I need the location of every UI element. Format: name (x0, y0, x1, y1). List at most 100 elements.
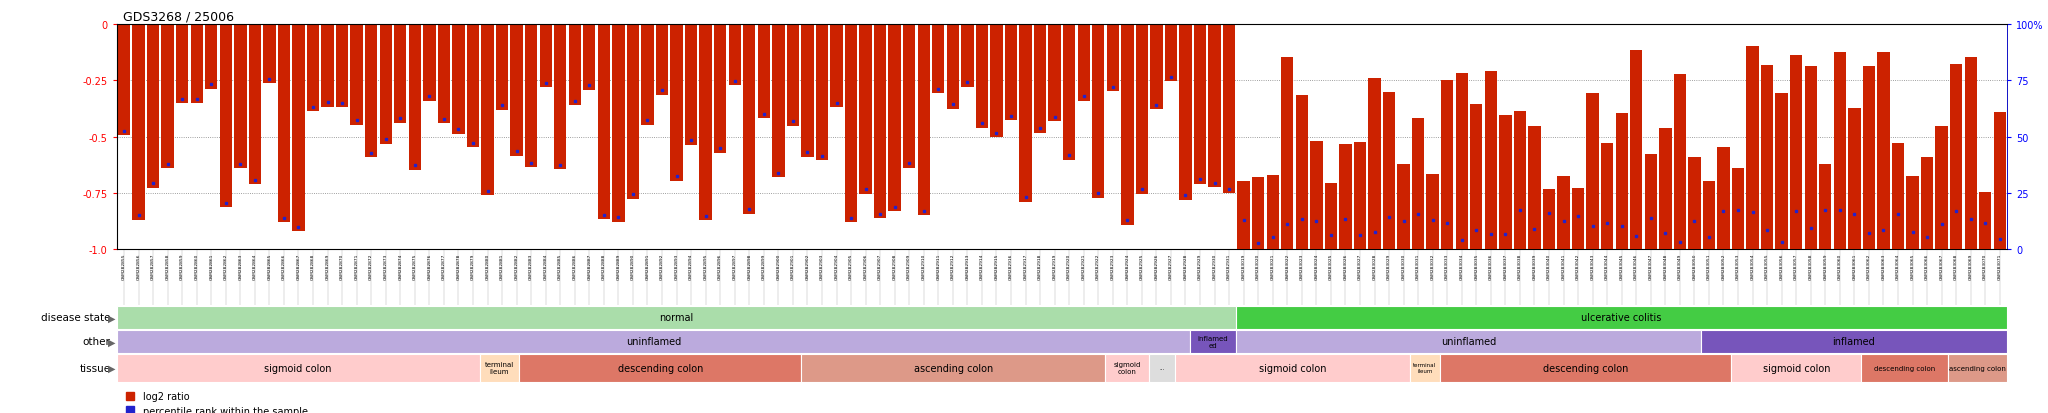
Text: GSM282869: GSM282869 (326, 253, 330, 279)
Bar (1688, 157, 1700, 250)
Text: ▶: ▶ (109, 337, 115, 347)
Text: GSM282888: GSM282888 (602, 253, 606, 279)
Text: GSM282897: GSM282897 (733, 253, 737, 279)
Text: GSM283036: GSM283036 (1489, 253, 1493, 279)
Text: GSM283055: GSM283055 (1765, 253, 1769, 279)
Text: GSM282902: GSM282902 (805, 253, 809, 279)
Text: disease state: disease state (41, 313, 111, 323)
Text: GSM282917: GSM282917 (1024, 253, 1028, 279)
Text: GSM282900: GSM282900 (776, 253, 780, 279)
Text: GSM283066: GSM283066 (1925, 253, 1929, 279)
Text: GSM282880: GSM282880 (485, 253, 489, 279)
Text: descending colon: descending colon (1542, 363, 1628, 373)
Text: ulcerative colitis: ulcerative colitis (1581, 313, 1661, 323)
Bar (1296, 95, 1309, 250)
Bar (946, 25, 958, 110)
Text: other: other (82, 337, 111, 347)
Bar (481, 25, 494, 196)
Bar (539, 25, 551, 88)
Bar (1542, 190, 1554, 250)
Bar (772, 25, 784, 178)
Bar (1847, 109, 1860, 250)
Text: inflamed
ed: inflamed ed (1198, 335, 1229, 348)
Text: GSM282919: GSM282919 (1053, 253, 1057, 279)
Text: GSM282860: GSM282860 (195, 253, 199, 279)
Bar (1006, 25, 1018, 121)
Text: GSM282875: GSM282875 (414, 253, 418, 279)
Bar (641, 25, 653, 126)
Bar (1718, 148, 1731, 250)
Bar (1368, 78, 1380, 250)
Text: GSM282890: GSM282890 (631, 253, 635, 279)
Bar (1485, 72, 1497, 250)
Text: GSM282876: GSM282876 (428, 253, 432, 279)
Text: GSM283064: GSM283064 (1896, 253, 1901, 279)
Text: GSM282927: GSM282927 (1169, 253, 1174, 279)
Bar (1235, 330, 1700, 353)
Text: GSM282893: GSM282893 (674, 253, 678, 279)
Text: GSM283032: GSM283032 (1432, 253, 1436, 279)
Text: GSM283031: GSM283031 (1415, 253, 1419, 279)
Bar (1892, 143, 1905, 250)
Bar (1339, 145, 1352, 250)
Text: GDS3268 / 25006: GDS3268 / 25006 (123, 10, 233, 23)
Bar (279, 25, 291, 223)
Bar (1063, 25, 1075, 161)
Bar (264, 25, 276, 84)
Bar (162, 25, 174, 169)
Bar (147, 25, 160, 188)
Text: GSM283067: GSM283067 (1939, 253, 1944, 279)
Text: GSM283058: GSM283058 (1808, 253, 1812, 279)
Bar (1733, 168, 1745, 250)
Bar (524, 25, 537, 168)
Bar (1106, 25, 1118, 92)
Bar (467, 25, 479, 148)
Text: GSM282905: GSM282905 (850, 253, 854, 279)
Bar (1673, 75, 1686, 250)
Bar (248, 25, 260, 185)
Text: GSM283041: GSM283041 (1561, 253, 1565, 279)
Bar (1354, 142, 1366, 250)
Bar (1978, 192, 1991, 250)
Text: GSM282908: GSM282908 (893, 253, 897, 279)
Text: GSM282870: GSM282870 (340, 253, 344, 279)
Text: GSM282929: GSM282929 (1198, 253, 1202, 279)
Bar (786, 25, 799, 127)
Text: GSM282916: GSM282916 (1010, 253, 1014, 279)
Text: GSM282879: GSM282879 (471, 253, 475, 279)
Text: GSM283053: GSM283053 (1737, 253, 1741, 279)
Text: uninflamed: uninflamed (1440, 337, 1495, 347)
Text: GSM283060: GSM283060 (1837, 253, 1841, 279)
Bar (1499, 116, 1511, 250)
Bar (1176, 354, 1409, 382)
Bar (205, 25, 217, 90)
Bar (1282, 57, 1294, 250)
Bar (1659, 129, 1671, 250)
Bar (496, 25, 508, 110)
Text: ▶: ▶ (109, 363, 115, 373)
Bar (670, 25, 682, 181)
Text: sigmoid colon: sigmoid colon (264, 363, 332, 373)
Bar (1049, 25, 1061, 122)
Bar (1325, 184, 1337, 250)
Text: descending colon: descending colon (618, 363, 702, 373)
Text: GSM282862: GSM282862 (223, 253, 227, 279)
Bar (1948, 354, 2007, 382)
Text: GSM282918: GSM282918 (1038, 253, 1042, 279)
Text: GSM282856: GSM282856 (137, 253, 141, 279)
Text: GSM283050: GSM283050 (1692, 253, 1696, 279)
Bar (1528, 126, 1540, 250)
Bar (1470, 105, 1483, 250)
Bar (1077, 25, 1090, 102)
Text: ...: ... (1159, 366, 1165, 370)
Text: GSM283046: GSM283046 (1634, 253, 1638, 279)
Bar (903, 25, 915, 169)
Text: GSM283038: GSM283038 (1518, 253, 1522, 279)
Text: GSM282891: GSM282891 (645, 253, 649, 279)
Text: GSM283045: GSM283045 (1620, 253, 1624, 279)
Text: GSM283043: GSM283043 (1591, 253, 1595, 279)
Bar (1397, 164, 1409, 250)
Legend: log2 ratio, percentile rank within the sample: log2 ratio, percentile rank within the s… (121, 387, 311, 413)
Bar (1194, 25, 1206, 185)
Text: GSM282923: GSM282923 (1110, 253, 1114, 279)
